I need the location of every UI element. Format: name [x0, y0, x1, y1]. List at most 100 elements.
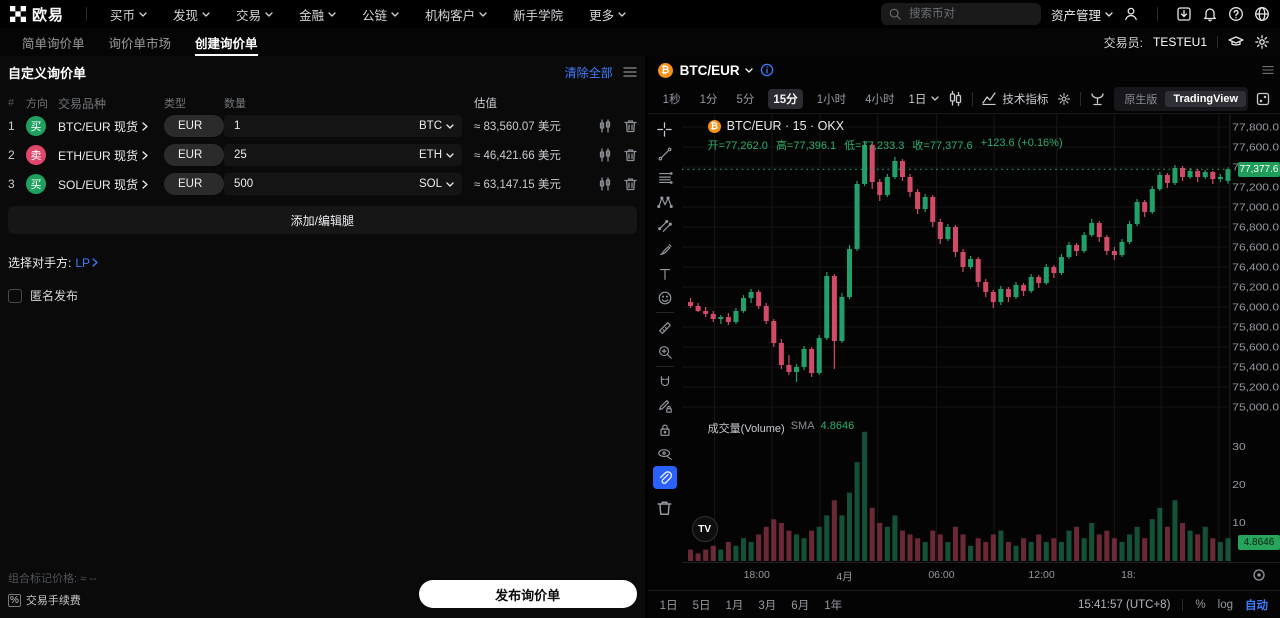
interval-4h[interactable]: 4小时 — [865, 93, 895, 106]
currency-type-pill[interactable]: EUR — [164, 115, 224, 137]
tab-simple-rfq[interactable]: 简单询价单 — [22, 36, 85, 51]
text-tool-icon[interactable] — [653, 262, 677, 285]
range-3mo[interactable]: 3月 — [758, 599, 777, 612]
asset-management-menu[interactable]: 资产管理 — [1051, 5, 1113, 24]
add-edit-leg-button[interactable]: 添加/编辑腿 — [8, 206, 637, 234]
currency-type-pill[interactable]: EUR — [164, 144, 224, 166]
view-chart-icon[interactable] — [598, 148, 612, 162]
zoom-in-tool-icon[interactable] — [653, 340, 677, 363]
indicator-settings-icon[interactable] — [1057, 92, 1071, 106]
fib-retracement-tool-icon[interactable] — [653, 166, 677, 189]
trend-line-tool-icon[interactable] — [653, 142, 677, 165]
range-1mo[interactable]: 1月 — [725, 599, 744, 612]
amount-field[interactable]: SOL — [224, 173, 462, 195]
attach-tool-icon[interactable] — [652, 466, 677, 489]
pair-selector[interactable]: BTC/EUR 现货 — [58, 118, 164, 135]
log-scale-button[interactable]: log — [1217, 598, 1233, 611]
clear-all-link[interactable]: 清除全部 — [564, 65, 613, 80]
amount-input[interactable] — [232, 177, 419, 191]
auto-scale-button[interactable]: 自动 — [1245, 599, 1268, 612]
projection-tool-icon[interactable] — [653, 214, 677, 237]
currency-type-pill[interactable]: EUR — [164, 173, 224, 195]
help-icon[interactable] — [1228, 6, 1244, 22]
interval-1m[interactable]: 1分 — [699, 93, 718, 106]
okx-logo[interactable]: 欧易 — [10, 4, 64, 25]
anonymous-checkbox[interactable] — [8, 288, 22, 303]
view-chart-icon[interactable] — [598, 119, 612, 133]
market-depth-icon[interactable] — [1090, 92, 1105, 106]
tradingview-logo[interactable]: TV — [691, 516, 718, 542]
range-1d[interactable]: 1日 — [659, 599, 678, 612]
download-app-icon[interactable] — [1176, 6, 1192, 22]
crosshair-tool-icon[interactable] — [653, 118, 677, 141]
panel-menu-icon[interactable] — [1262, 64, 1274, 76]
nav-finance[interactable]: 金融 — [288, 5, 347, 24]
interval-5m[interactable]: 5分 — [736, 93, 755, 106]
symbol-selector[interactable]: BTC/EUR — [680, 63, 753, 78]
unit-dropdown[interactable]: SOL — [419, 178, 454, 190]
nav-more[interactable]: 更多 — [578, 5, 637, 24]
search-box[interactable] — [880, 3, 1041, 25]
nav-academy[interactable]: 新手学院 — [513, 8, 564, 23]
interval-1s[interactable]: 1秒 — [662, 93, 681, 106]
nav-institutional[interactable]: 机构客户 — [414, 5, 498, 24]
delete-row-icon[interactable] — [624, 148, 637, 162]
nav-chain[interactable]: 公链 — [351, 5, 410, 24]
pattern-tool-icon[interactable] — [653, 190, 677, 213]
notifications-icon[interactable] — [1202, 6, 1218, 22]
unit-dropdown[interactable]: ETH — [419, 149, 454, 161]
draw-lock-tool-icon[interactable] — [653, 394, 677, 417]
view-chart-icon[interactable] — [598, 177, 612, 191]
range-6mo[interactable]: 6月 — [791, 599, 810, 612]
price-tick: 76,000.0 — [1232, 302, 1279, 313]
native-version-option[interactable]: 原生版 — [1124, 93, 1158, 106]
fee-label[interactable]: 交易手续费 — [25, 595, 81, 607]
info-icon[interactable] — [760, 63, 774, 77]
candlestick-chart[interactable]: 77,800.077,600.077,400.077,200.077,000.0… — [681, 114, 1280, 562]
measure-tool-icon[interactable] — [653, 316, 677, 339]
demo-trading-icon[interactable] — [1228, 34, 1244, 50]
amount-input[interactable] — [232, 148, 419, 162]
settings-gear-icon[interactable] — [1254, 34, 1270, 50]
interval-15m[interactable]: 15分 — [768, 88, 803, 109]
candle-style-icon[interactable] — [948, 91, 963, 106]
hide-drawings-tool-icon[interactable] — [653, 442, 677, 465]
interval-1d-dropdown[interactable]: 1日 — [909, 91, 940, 107]
interval-1h[interactable]: 1小时 — [816, 93, 847, 106]
percent-scale-button[interactable]: % — [1195, 598, 1206, 611]
tab-rfq-market[interactable]: 询价单市场 — [108, 36, 172, 51]
col-index: # — [8, 97, 15, 109]
submit-rfq-button[interactable]: 发布询价单 — [418, 580, 637, 608]
pair-selector[interactable]: SOL/EUR 现货 — [58, 176, 164, 193]
time-axis[interactable]: 18:00 4月 06:00 12:00 18: — [681, 562, 1280, 590]
counterparty-selector[interactable]: LP — [75, 256, 98, 270]
scroll-to-realtime-icon[interactable] — [1252, 568, 1266, 582]
lock-tool-icon[interactable] — [653, 418, 677, 441]
panel-menu-icon[interactable] — [623, 66, 637, 78]
tab-create-rfq[interactable]: 创建询价单 — [183, 28, 270, 56]
amount-input[interactable] — [232, 119, 419, 133]
profile-icon[interactable] — [1123, 6, 1139, 22]
nav-discover[interactable]: 发现 — [162, 5, 221, 24]
range-1y[interactable]: 1年 — [824, 599, 843, 612]
amount-field[interactable]: ETH — [224, 144, 462, 166]
delete-row-icon[interactable] — [624, 119, 637, 133]
search-input[interactable] — [906, 7, 1017, 21]
delete-row-icon[interactable] — [624, 177, 637, 191]
tradingview-option[interactable]: TradingView — [1165, 90, 1246, 107]
pair-selector[interactable]: ETH/EUR 现货 — [58, 147, 164, 164]
brush-tool-icon[interactable] — [653, 238, 677, 261]
language-globe-icon[interactable] — [1254, 6, 1270, 22]
magnet-tool-icon[interactable] — [653, 370, 677, 393]
nav-trade[interactable]: 交易 — [225, 5, 284, 24]
clock[interactable]: 15:41:57 (UTC+8) — [1078, 598, 1171, 611]
emoji-tool-icon[interactable] — [653, 286, 677, 309]
chart-canvas[interactable]: 77,800.077,600.077,400.077,200.077,000.0… — [681, 114, 1280, 562]
amount-field[interactable]: BTC — [224, 115, 462, 137]
screenshot-icon[interactable] — [1256, 92, 1270, 106]
remove-drawings-icon[interactable] — [653, 496, 677, 519]
range-5d[interactable]: 5日 — [692, 599, 711, 612]
nav-buy-crypto[interactable]: 买币 — [99, 5, 158, 24]
indicators-button[interactable]: 技术指标 — [982, 91, 1048, 107]
unit-dropdown[interactable]: BTC — [419, 120, 454, 132]
